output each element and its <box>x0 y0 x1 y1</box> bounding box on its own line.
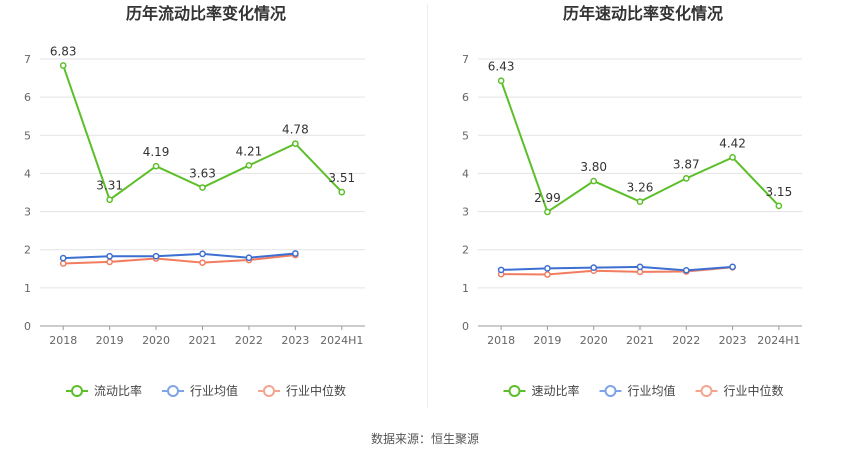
data-label: 6.83 <box>50 44 77 58</box>
data-point <box>590 264 598 271</box>
legend-marker-icon <box>508 385 521 397</box>
legend-marker-icon <box>263 385 275 397</box>
data-point <box>338 188 346 196</box>
data-point <box>497 266 505 274</box>
data-point <box>292 250 299 257</box>
x-tick-label: 2022 <box>235 334 263 347</box>
y-tick-label: 3 <box>462 206 469 219</box>
y-tick-label: 2 <box>462 244 469 257</box>
legend-marker-icon <box>71 385 83 397</box>
data-point <box>682 175 690 182</box>
data-point <box>199 259 206 267</box>
data-point <box>106 196 113 204</box>
x-tick-label: 2024H1 <box>320 334 363 347</box>
x-tick-label: 2018 <box>487 334 515 347</box>
y-tick-label: 7 <box>24 53 31 66</box>
data-point <box>544 265 551 272</box>
data-label: 4.21 <box>236 144 263 158</box>
data-point <box>775 202 783 210</box>
x-tick-label: 2018 <box>49 334 77 347</box>
legend-label: 流动比率 <box>94 383 142 398</box>
data-point <box>199 184 206 191</box>
y-tick-label: 0 <box>24 320 31 333</box>
legend-label: 行业中位数 <box>286 383 346 398</box>
data-label: 3.63 <box>189 167 216 181</box>
data-point <box>682 266 690 274</box>
data-point <box>729 154 736 161</box>
data-point <box>497 77 505 85</box>
data-point <box>106 252 113 260</box>
data-label: 3.26 <box>627 181 654 195</box>
data-label: 2.99 <box>534 191 561 205</box>
x-tick-label: 2023 <box>719 334 747 347</box>
y-tick-label: 1 <box>462 282 469 295</box>
data-point <box>544 208 551 216</box>
x-tick-label: 2021 <box>626 334 654 347</box>
data-label: 3.80 <box>580 160 607 174</box>
data-source-note: 数据来源：恒生聚源 <box>370 432 479 446</box>
legend-marker-icon <box>700 385 713 397</box>
y-tick-label: 5 <box>24 129 31 142</box>
x-tick-label: 2020 <box>142 334 170 347</box>
data-label: 4.19 <box>143 145 170 159</box>
series-line-industry-median <box>63 254 296 265</box>
data-label: 4.42 <box>719 136 746 150</box>
data-point <box>292 140 299 148</box>
y-tick-label: 6 <box>24 91 31 104</box>
series-line-industry-mean <box>501 265 733 272</box>
data-point <box>59 254 67 262</box>
data-point <box>245 162 253 169</box>
data-label: 3.87 <box>673 157 700 171</box>
x-tick-label: 2021 <box>189 334 217 347</box>
legend-marker-icon <box>167 385 179 397</box>
data-point <box>245 254 253 262</box>
data-label: 3.31 <box>96 179 123 193</box>
data-point <box>199 250 206 258</box>
data-point <box>729 263 736 271</box>
y-tick-label: 4 <box>462 167 469 180</box>
x-tick-label: 2019 <box>96 334 124 347</box>
chart-title: 历年速动比率变化情况 <box>563 4 723 23</box>
legend-marker-icon <box>604 385 617 397</box>
x-tick-label: 2023 <box>281 334 309 347</box>
data-point <box>59 260 67 267</box>
y-tick-label: 3 <box>24 206 31 219</box>
data-point <box>152 252 160 260</box>
y-tick-label: 2 <box>24 244 31 257</box>
data-label: 3.15 <box>765 185 792 199</box>
y-tick-label: 7 <box>462 53 469 66</box>
data-point <box>590 177 598 185</box>
data-label: 3.51 <box>328 171 355 185</box>
series-line-industry-median <box>501 266 733 276</box>
x-tick-label: 2022 <box>672 334 700 347</box>
data-point <box>106 258 113 266</box>
legend-label: 速动比率 <box>532 383 580 398</box>
y-tick-label: 5 <box>462 129 469 142</box>
x-tick-label: 2024H1 <box>757 334 800 347</box>
data-point <box>59 62 67 69</box>
y-tick-label: 1 <box>24 282 31 295</box>
panel-divider <box>427 4 428 408</box>
y-tick-label: 4 <box>24 167 31 180</box>
data-point <box>636 263 644 271</box>
data-point <box>544 271 551 278</box>
legend-label: 行业均值 <box>628 383 676 398</box>
data-label: 6.43 <box>488 60 515 74</box>
legend-label: 行业均值 <box>190 383 238 398</box>
data-label: 4.78 <box>282 123 309 137</box>
chart-title: 历年流动比率变化情况 <box>126 4 286 23</box>
y-tick-label: 6 <box>462 91 469 104</box>
y-tick-label: 0 <box>462 320 469 333</box>
data-point <box>636 198 644 206</box>
data-point <box>152 162 160 170</box>
x-tick-label: 2019 <box>533 334 561 347</box>
legend-label: 行业中位数 <box>724 383 784 398</box>
series-line-industry-mean <box>63 252 296 260</box>
x-tick-label: 2020 <box>580 334 608 347</box>
